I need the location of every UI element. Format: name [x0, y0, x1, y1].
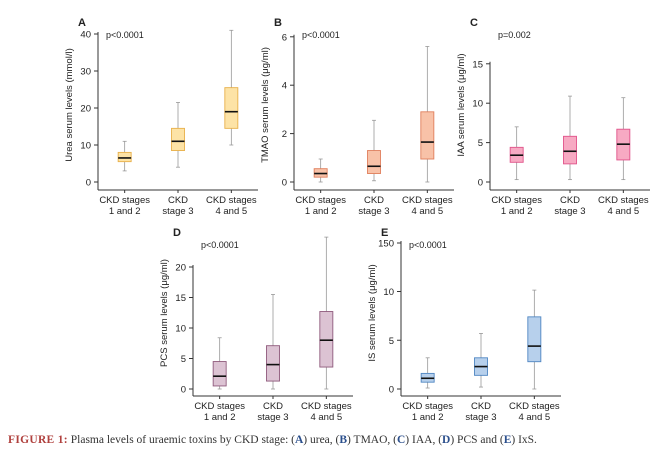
- y-tick-label: 15: [472, 59, 483, 70]
- panel-b: B 0 2 4 6 TMAO serum levels (μg/ml) p<0.0001 CK…: [260, 17, 454, 217]
- panel-a: A 0 10 20 30 40 Urea serum levels (mmol/l) p<0.…: [64, 17, 258, 217]
- box-iqr: [266, 345, 280, 382]
- x-tick-label: CKD stage 3: [554, 195, 585, 217]
- y-tick-label: 0: [478, 178, 483, 189]
- x-tick-label: CKD stages 4 and 5: [206, 195, 257, 217]
- y-axis-label: IAA serum levels (μg/ml): [456, 53, 467, 156]
- box-iqr: [212, 361, 227, 387]
- y-axis-label: PCS serum levels (μg/ml): [159, 259, 170, 367]
- x-tick-label: CKD stages 1 and 2: [491, 195, 542, 217]
- y-tick-label: 0: [389, 385, 394, 396]
- box-iqr: [117, 151, 132, 163]
- x-tick-label: CKD stages 4 and 5: [301, 401, 352, 423]
- p-value-label: p<0.0001: [201, 240, 239, 250]
- x-tick-label: CKD stages 1 and 2: [402, 401, 453, 423]
- y-tick-label: 5: [181, 354, 186, 365]
- y-tick-label: 0: [181, 385, 186, 396]
- panel-letter: B: [274, 17, 282, 29]
- figure-caption: FIGURE 1: Plasma levels of uraemic toxin…: [8, 434, 537, 446]
- y-tick-label: 6: [282, 32, 287, 43]
- x-tick-label: CKD stage 3: [162, 195, 193, 217]
- caption-label: FIGURE 1:: [8, 434, 68, 446]
- box-iqr: [563, 135, 577, 165]
- y-tick-label: 0: [86, 178, 91, 189]
- box-iqr: [367, 150, 381, 174]
- y-tick-label: 30: [80, 67, 91, 78]
- x-tick-label: CKD stages 4 and 5: [598, 195, 649, 217]
- y-tick-label: 15: [175, 293, 186, 304]
- y-axis-label: TMAO serum levels (μg/ml): [260, 47, 271, 163]
- y-tick-label: 10: [80, 141, 91, 152]
- x-tick-label: CKD stages 4 and 5: [509, 401, 560, 423]
- box-iqr: [527, 316, 542, 363]
- panel-c: C 0 5 10 15 IAA serum levels (μg/ml) p=0.002 CK…: [456, 17, 650, 217]
- p-value-label: p=0.002: [498, 30, 531, 40]
- y-tick-label: 20: [80, 104, 91, 115]
- x-tick-label: CKD stage 3: [257, 401, 288, 423]
- x-tick-label: CKD stage 3: [358, 195, 389, 217]
- x-tick-label: CKD stages 1 and 2: [295, 195, 346, 217]
- y-tick-label: 150: [378, 239, 394, 250]
- panel-d: D 0 5 10 15 20 PCS serum levels (μg/ml) p<0.000…: [159, 227, 353, 423]
- y-tick-label: 0: [282, 178, 287, 189]
- box-iqr: [171, 127, 185, 152]
- box-iqr: [224, 87, 239, 129]
- y-tick-label: 5: [389, 336, 394, 347]
- y-tick-label: 10: [175, 324, 186, 335]
- panel-e: E 0 5 10 150 IS serum levels (μg/ml) p<0.0001 C…: [367, 227, 561, 423]
- y-tick-label: 40: [80, 30, 91, 41]
- y-axis-label: IS serum levels (μg/ml): [367, 264, 378, 361]
- y-axis-label: Urea serum levels (mmol/l): [64, 48, 75, 162]
- y-tick-label: 4: [282, 81, 287, 92]
- y-tick-label: 5: [478, 138, 483, 149]
- x-tick-label: CKD stages 1 and 2: [99, 195, 150, 217]
- y-tick-label: 10: [472, 99, 483, 110]
- x-tick-label: CKD stages 4 and 5: [402, 195, 453, 217]
- box-iqr: [420, 111, 435, 160]
- p-value-label: p<0.0001: [302, 30, 340, 40]
- x-tick-label: CKD stages 1 and 2: [194, 401, 245, 423]
- p-value-label: p<0.0001: [106, 30, 144, 40]
- y-tick-label: 20: [175, 263, 186, 274]
- panel-letter: A: [78, 17, 86, 29]
- p-value-label: p<0.0001: [409, 240, 447, 250]
- panel-letter: E: [381, 227, 388, 239]
- panel-letter: D: [173, 227, 181, 239]
- panel-letter: C: [470, 17, 478, 29]
- y-tick-label: 2: [282, 129, 287, 140]
- y-tick-label: 10: [383, 287, 394, 298]
- x-tick-label: CKD stage 3: [465, 401, 496, 423]
- box-iqr: [319, 311, 334, 368]
